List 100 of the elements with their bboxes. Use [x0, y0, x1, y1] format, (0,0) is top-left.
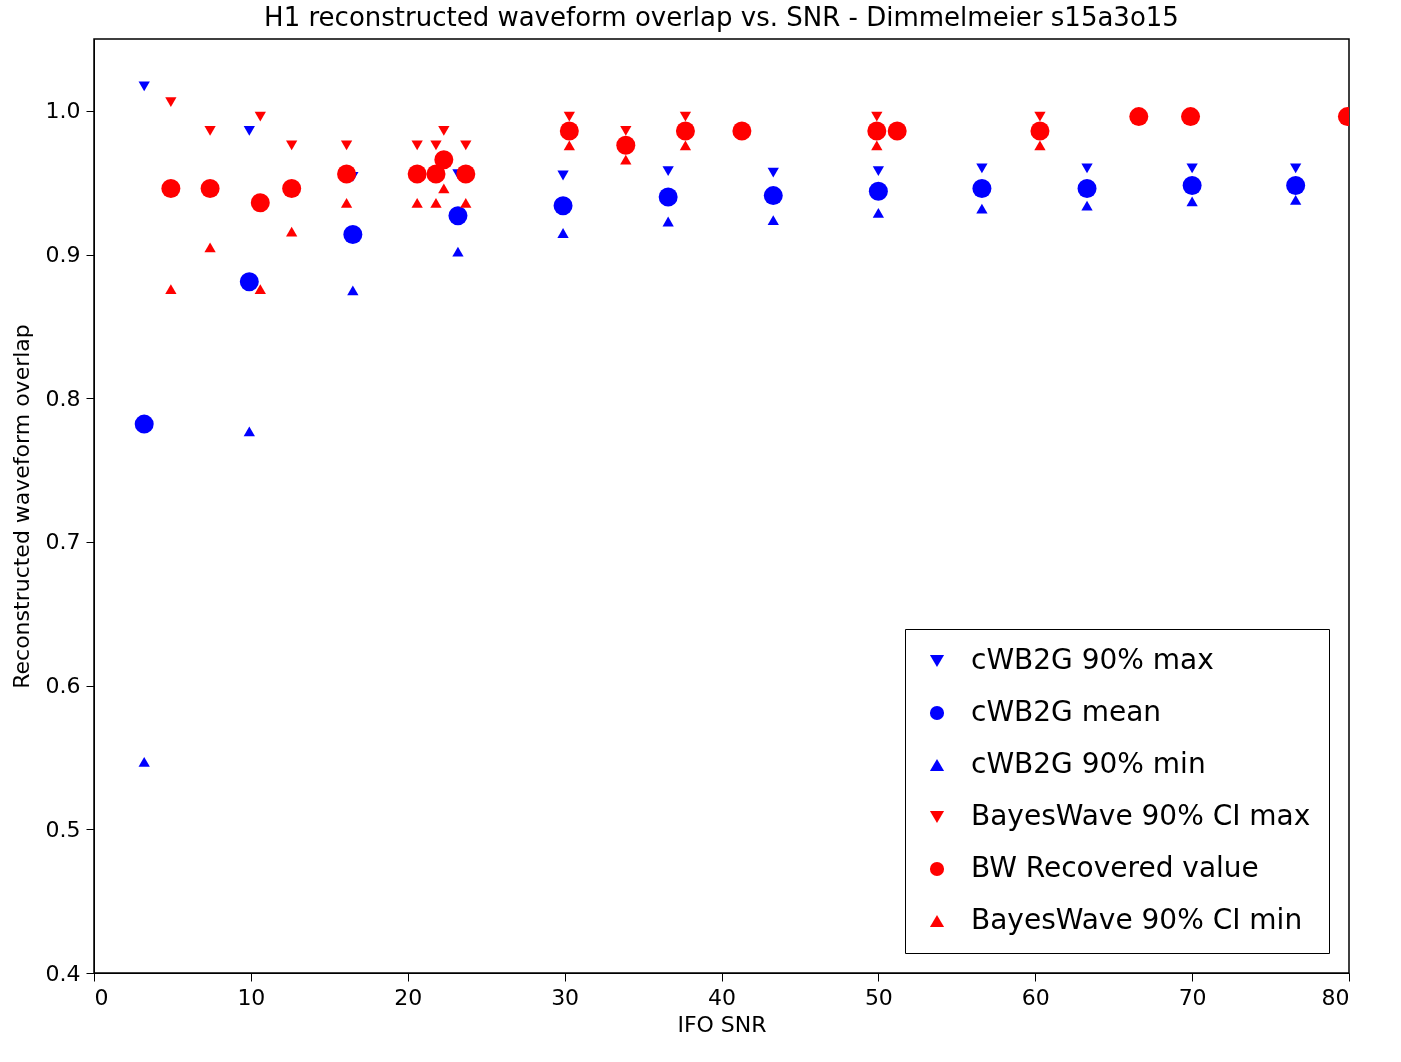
point — [250, 193, 270, 213]
point — [1081, 200, 1093, 211]
y-tick-label: 0.7 — [45, 529, 81, 555]
y-tick-label: 1.0 — [45, 98, 81, 124]
point — [553, 196, 573, 216]
point — [1186, 163, 1198, 174]
point — [1286, 176, 1306, 196]
point — [434, 150, 454, 170]
point — [1081, 163, 1093, 174]
x-tick-label: 0 — [94, 984, 109, 1010]
point — [887, 121, 907, 141]
point — [340, 140, 353, 151]
point — [616, 135, 636, 155]
point — [438, 126, 450, 136]
point — [460, 197, 472, 208]
point — [340, 197, 353, 208]
point — [976, 203, 988, 214]
point — [1034, 140, 1046, 151]
point — [254, 284, 266, 294]
point — [411, 140, 423, 151]
point — [871, 111, 883, 122]
legend-label: BayesWave 90% CI min — [971, 903, 1303, 936]
legend-label: BayesWave 90% CI max — [971, 799, 1311, 832]
point — [872, 166, 885, 177]
point — [165, 284, 177, 294]
point — [557, 170, 569, 181]
x-tick-label: 60 — [1021, 984, 1050, 1010]
y-tick-label: 0.5 — [45, 816, 81, 842]
point — [867, 121, 887, 141]
x-tick-label: 70 — [1178, 984, 1207, 1010]
point — [658, 187, 678, 207]
point — [286, 226, 298, 237]
point — [282, 178, 302, 198]
point — [134, 414, 154, 434]
point — [1186, 196, 1198, 207]
chart-title: H1 reconstructed waveform overlap vs. SNR - Dimmelmeier s15a3o15 — [264, 2, 1179, 32]
point — [438, 183, 450, 194]
point — [1290, 195, 1302, 205]
y-tick-label: 0.9 — [45, 242, 81, 268]
point — [165, 97, 177, 108]
y-tick-label: 0.4 — [45, 960, 81, 986]
point — [411, 197, 423, 208]
point — [1290, 163, 1302, 174]
point — [460, 140, 472, 151]
x-tick-label: 80 — [1321, 984, 1350, 1010]
point — [1034, 111, 1046, 122]
point — [620, 154, 632, 165]
x-tick-label: 20 — [394, 984, 423, 1010]
point — [337, 164, 357, 184]
point — [871, 140, 883, 151]
legend-label: cWB2G 90% max — [971, 643, 1214, 676]
point — [204, 126, 216, 136]
point — [286, 140, 298, 151]
x-axis-title: IFO SNR — [677, 1011, 767, 1037]
point — [452, 246, 464, 257]
point — [557, 228, 569, 238]
point — [767, 167, 779, 178]
point — [872, 207, 885, 218]
point — [679, 111, 692, 122]
point — [243, 426, 255, 437]
point — [138, 756, 150, 767]
point — [426, 164, 446, 184]
point — [1181, 107, 1201, 127]
point — [559, 121, 579, 141]
point — [343, 224, 363, 244]
point — [563, 111, 575, 122]
point — [1182, 176, 1202, 196]
point — [407, 164, 427, 184]
point — [200, 178, 220, 198]
point — [868, 181, 888, 201]
y-tick-label: 0.8 — [45, 385, 81, 411]
y-axis-title: Reconstructed waveform overlap — [8, 324, 34, 689]
y-tick-label: 0.6 — [45, 673, 81, 699]
point — [620, 126, 632, 136]
point — [679, 140, 692, 151]
point — [563, 140, 575, 151]
point — [976, 163, 988, 174]
legend-label: BW Recovered value — [971, 851, 1259, 884]
point — [161, 178, 181, 198]
x-tick-label: 50 — [864, 984, 893, 1010]
point — [1129, 107, 1149, 127]
x-tick-label: 10 — [237, 984, 266, 1010]
point — [456, 164, 476, 184]
point — [448, 206, 468, 226]
x-tick-label: 30 — [551, 984, 580, 1010]
point — [972, 178, 992, 198]
point — [254, 111, 266, 122]
legend-label: cWB2G mean — [971, 695, 1162, 728]
point — [239, 272, 259, 292]
point — [767, 215, 779, 225]
point — [662, 216, 674, 227]
point — [430, 140, 442, 151]
point — [1077, 178, 1097, 198]
point — [1030, 121, 1050, 141]
point — [763, 186, 783, 206]
point — [430, 197, 442, 208]
point — [732, 121, 752, 141]
point — [204, 242, 216, 253]
point — [347, 285, 359, 296]
point — [662, 166, 674, 177]
